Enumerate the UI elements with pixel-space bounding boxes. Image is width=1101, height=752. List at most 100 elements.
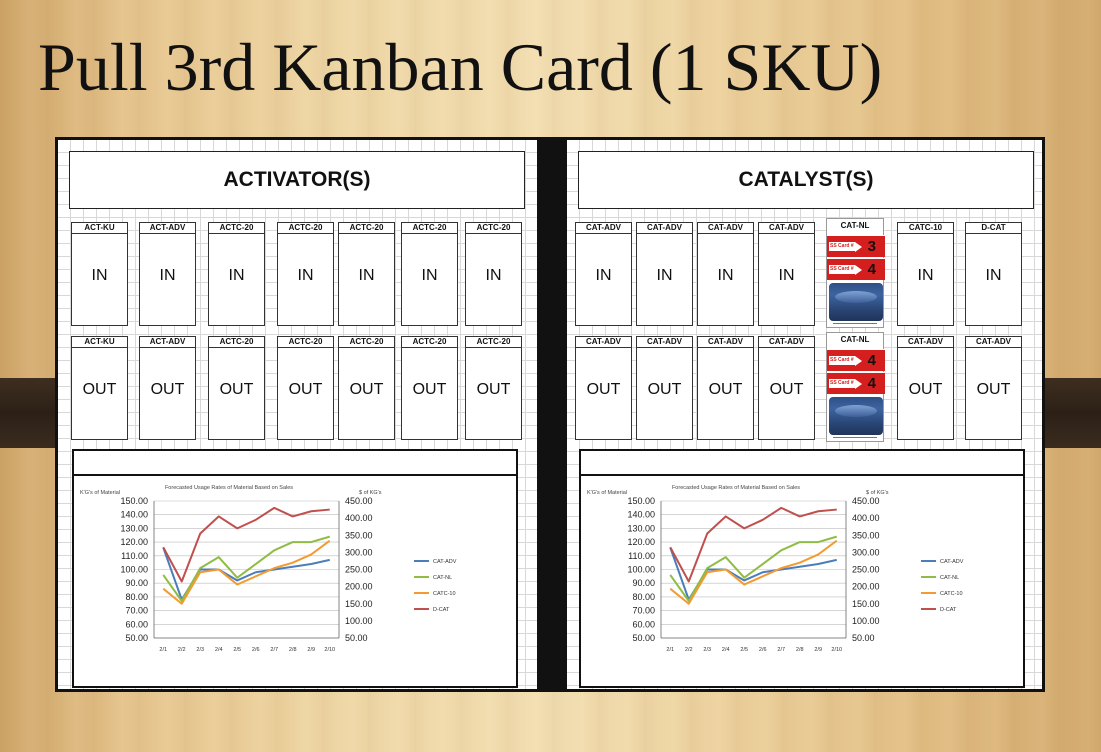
legend-entry: CAT-ADV xyxy=(433,559,457,565)
catalyst-panel: CATALYST(S) CAT-ADV IN CAT-ADV IN CAT-ADV IN C… xyxy=(567,140,1042,689)
arrow-right-icon xyxy=(854,378,862,389)
y-tick-label: 80.00 xyxy=(125,592,148,602)
ss-card-number: 4 xyxy=(867,375,876,392)
kanban-card-in[interactable]: CAT-ADV IN xyxy=(697,222,754,326)
kanban-card-in[interactable]: CAT-ADV IN xyxy=(758,222,815,326)
kanban-card-out[interactable]: CAT-ADV OUT xyxy=(758,336,815,440)
ss-card-tag: SS Card # xyxy=(829,379,855,388)
chart-title-bar xyxy=(581,451,1023,476)
legend-entry: CATC-10 xyxy=(433,591,456,597)
y2-tick-label: 150.00 xyxy=(852,599,880,609)
y-tick-label: 140.00 xyxy=(120,510,148,520)
y2-tick-label: 50.00 xyxy=(345,633,368,643)
card-label: ACTC-20 xyxy=(402,223,457,234)
ss-card-number: 4 xyxy=(867,261,876,278)
card-label: CAT-ADV xyxy=(637,223,692,234)
card-label: ACTC-20 xyxy=(466,337,521,348)
card-label: CAT-NL xyxy=(840,221,870,230)
kanban-card-in[interactable]: ACTC-20 IN xyxy=(277,222,334,326)
arrow-right-icon xyxy=(854,355,862,366)
activator-header: ACTIVATOR(S) xyxy=(69,151,525,209)
y-tick-label: 80.00 xyxy=(632,592,655,602)
safety-stock-card: SS Card # 4 xyxy=(827,372,885,394)
card-status-text: OUT xyxy=(647,381,682,398)
card-status-text: OUT xyxy=(908,381,943,398)
chart-title: Forecasted Usage Rates of Material Based… xyxy=(672,485,800,491)
kanban-card-in[interactable]: ACTC-20 IN xyxy=(338,222,395,326)
y2-tick-label: 200.00 xyxy=(852,582,880,592)
kanban-card-in[interactable]: CAT-ADV IN xyxy=(636,222,693,326)
card-status-text: IN xyxy=(421,267,438,284)
legend-entry: CAT-ADV xyxy=(940,559,964,565)
chart-title: Forecasted Usage Rates of Material Based… xyxy=(165,485,293,491)
series-line-catc-10 xyxy=(162,539,331,605)
kanban-card-out[interactable]: CAT-ADV OUT xyxy=(636,336,693,440)
ss-card-number: 3 xyxy=(867,238,876,255)
kanban-card-in[interactable]: ACT-KU IN xyxy=(71,222,128,326)
card-status-text: IN xyxy=(485,267,502,284)
card-status-text: IN xyxy=(656,267,673,284)
kanban-card-in[interactable]: CAT-ADV IN xyxy=(575,222,632,326)
x-tick-label: 2/1 xyxy=(666,647,674,653)
kanban-card-cat-nl-out[interactable]: CAT-NL SS Card # 4 SS Card # 4 xyxy=(826,332,885,442)
activator-chart: Forecasted Usage Rates of Material Based… xyxy=(72,449,518,688)
kanban-card-out[interactable]: ACT-KU OUT xyxy=(71,336,128,440)
y2-tick-label: 250.00 xyxy=(852,565,880,575)
legend-entry: CATC-10 xyxy=(940,591,963,597)
y2-tick-label: 300.00 xyxy=(852,547,880,557)
x-tick-label: 2/6 xyxy=(252,647,260,653)
x-tick-label: 2/9 xyxy=(814,647,822,653)
card-label: D-CAT xyxy=(966,223,1021,234)
card-label: CAT-ADV xyxy=(759,223,814,234)
kanban-card-out[interactable]: ACTC-20 OUT xyxy=(277,336,334,440)
y2-tick-label: 350.00 xyxy=(852,530,880,540)
x-tick-label: 2/10 xyxy=(324,647,335,653)
x-tick-label: 2/2 xyxy=(685,647,693,653)
y2-tick-label: 450.00 xyxy=(852,496,880,506)
kanban-card-in[interactable]: CATC-10 IN xyxy=(897,222,954,326)
card-label: CAT-ADV xyxy=(898,337,953,348)
card-status-text: OUT xyxy=(976,381,1011,398)
kanban-card-in[interactable]: ACTC-20 IN xyxy=(401,222,458,326)
kanban-card-out[interactable]: CAT-ADV OUT xyxy=(965,336,1022,440)
y-tick-label: 90.00 xyxy=(125,578,148,588)
kanban-card-in[interactable]: ACT-ADV IN xyxy=(139,222,196,326)
kanban-card-in[interactable]: ACTC-20 IN xyxy=(208,222,265,326)
catalyst-chart: Forecasted Usage Rates of Material Based… xyxy=(579,449,1025,688)
y2-tick-label: 400.00 xyxy=(345,513,373,523)
card-caption-line xyxy=(833,437,877,438)
y2-tick-label: 450.00 xyxy=(345,496,373,506)
y-axis-label: K'G's of Material xyxy=(587,490,627,496)
x-tick-label: 2/10 xyxy=(831,647,842,653)
x-tick-label: 2/3 xyxy=(196,647,204,653)
kanban-card-out[interactable]: ACTC-20 OUT xyxy=(338,336,395,440)
x-tick-label: 2/5 xyxy=(233,647,241,653)
y-tick-label: 120.00 xyxy=(627,537,655,547)
legend-entry: D-CAT xyxy=(940,607,957,613)
card-label: CAT-NL xyxy=(840,335,870,344)
ss-card-number: 4 xyxy=(867,352,876,369)
series-line-d-cat xyxy=(162,506,330,583)
kanban-card-cat-nl-in[interactable]: CAT-NL SS Card # 3 SS Card # 4 xyxy=(826,218,885,328)
kanban-card-out[interactable]: ACTC-20 OUT xyxy=(208,336,265,440)
x-tick-label: 2/4 xyxy=(722,647,730,653)
card-status-text: IN xyxy=(778,267,795,284)
kanban-card-in[interactable]: ACTC-20 IN xyxy=(465,222,522,326)
series-line-cat-nl xyxy=(162,535,331,603)
series-line-catc-10 xyxy=(669,539,838,605)
card-status-text: OUT xyxy=(476,381,511,398)
x-tick-label: 2/7 xyxy=(270,647,278,653)
card-label: ACT-KU xyxy=(72,337,127,348)
legend-entry: D-CAT xyxy=(433,607,450,613)
card-status-text: OUT xyxy=(150,381,185,398)
card-label: CAT-ADV xyxy=(759,337,814,348)
kanban-card-out[interactable]: CAT-ADV OUT xyxy=(575,336,632,440)
kanban-card-out[interactable]: CAT-ADV OUT xyxy=(697,336,754,440)
kanban-card-in[interactable]: D-CAT IN xyxy=(965,222,1022,326)
card-status-text: OUT xyxy=(82,381,117,398)
kanban-card-out[interactable]: ACTC-20 OUT xyxy=(401,336,458,440)
kanban-card-out[interactable]: ACTC-20 OUT xyxy=(465,336,522,440)
card-label: CAT-ADV xyxy=(966,337,1021,348)
kanban-card-out[interactable]: CAT-ADV OUT xyxy=(897,336,954,440)
kanban-card-out[interactable]: ACT-ADV OUT xyxy=(139,336,196,440)
